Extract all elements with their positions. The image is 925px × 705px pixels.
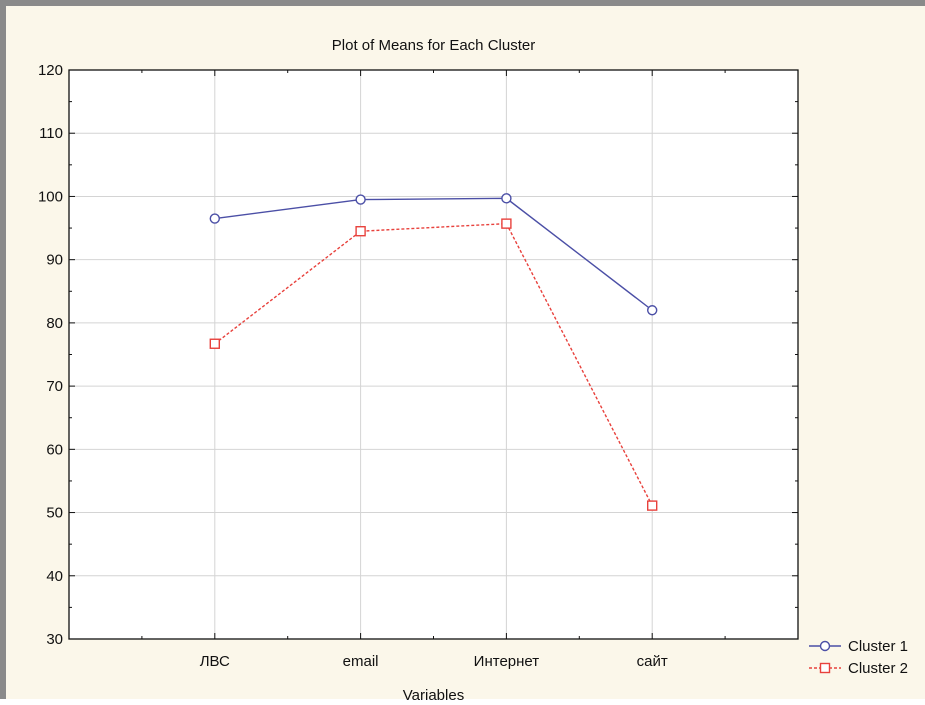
y-tick-label: 100	[38, 188, 63, 205]
grid-lines	[69, 70, 798, 639]
y-tick-label: 70	[46, 378, 63, 395]
data-point	[209, 338, 221, 349]
data-point	[501, 193, 512, 204]
x-ticks: ЛВС email Интернет сайт	[141, 70, 726, 670]
chart-svg: 30 40 50 60 70 80 90 100 110 120 ЛВС email Интернет…	[38, 37, 908, 704]
chart-title: Plot of Means for Each Cluster	[332, 37, 535, 54]
x-axis-label: Variables	[403, 687, 464, 704]
data-point	[647, 500, 658, 511]
legend-label: Cluster 2	[848, 660, 908, 677]
series-line	[214, 222, 653, 506]
legend-item: Cluster 1	[809, 638, 908, 655]
y-tick-label: 50	[46, 505, 63, 522]
series-cluster-1	[209, 193, 658, 316]
y-tick-label: 40	[46, 568, 63, 585]
data-point	[209, 213, 221, 224]
y-tick-label: 60	[46, 441, 63, 458]
series-cluster-2	[209, 218, 658, 511]
x-tick-label: email	[343, 653, 379, 670]
y-tick-label: 80	[46, 315, 63, 332]
data-point	[355, 194, 366, 205]
legend-marker	[819, 662, 831, 674]
series-group	[209, 193, 658, 511]
y-tick-label: 120	[38, 62, 63, 79]
data-point	[355, 226, 366, 237]
y-tick-label: 30	[46, 631, 63, 648]
y-tick-label: 90	[46, 252, 63, 269]
legend-label: Cluster 1	[848, 638, 908, 655]
plot-area	[69, 70, 798, 639]
legend: Cluster 1 Cluster 2	[809, 638, 908, 677]
data-point	[647, 305, 658, 316]
y-ticks: 30 40 50 60 70 80 90 100 110 120	[38, 62, 798, 648]
data-point	[501, 218, 512, 229]
x-tick-label: сайт	[637, 653, 668, 670]
y-tick-label: 110	[39, 125, 63, 142]
series-line	[214, 197, 653, 311]
legend-item: Cluster 2	[809, 660, 908, 677]
legend-marker	[819, 640, 831, 652]
x-tick-label: ЛВС	[200, 653, 230, 670]
x-tick-label: Интернет	[474, 653, 540, 670]
